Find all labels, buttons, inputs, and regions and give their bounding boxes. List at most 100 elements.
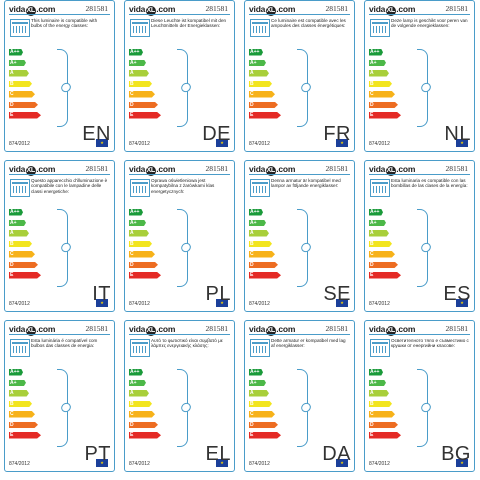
brand-logo: vidaXL.com xyxy=(249,164,296,176)
energy-class-arrow: A xyxy=(369,390,389,397)
eu-flag-icon: ★ xyxy=(96,299,108,307)
brand-logo: vidaXL.com xyxy=(369,4,416,16)
label-card: vidaXL.com 281581 Questo apparecchio d'ill… xyxy=(4,160,115,312)
product-code: 281581 xyxy=(85,164,109,173)
compatibility-text: This luminaire is compatible with bulbs … xyxy=(31,18,98,29)
energy-class-arrow: C xyxy=(129,411,155,418)
compatibility-text: Αυτό το φωτιστικό είναι συμβατό με λάμπε… xyxy=(151,338,223,349)
regulation-number: 874/2012 xyxy=(9,301,30,307)
language-code: EN xyxy=(82,123,111,145)
header-divider xyxy=(9,14,110,15)
energy-class-scale: A++ A+ A B C D E xyxy=(249,49,285,131)
energy-label-bg: vidaXL.com 281581 Осветителното тяло е съв… xyxy=(360,320,480,480)
energy-class-arrow: A xyxy=(249,70,269,77)
energy-label-se: vidaXL.com 281581 Denna armatur är kompati… xyxy=(240,160,360,320)
header-divider xyxy=(369,14,470,15)
energy-class-arrow: D xyxy=(369,421,398,428)
luminaire-icon xyxy=(250,179,270,197)
energy-class-arrow: A xyxy=(249,390,269,397)
energy-label-el: vidaXL.com 281581 Αυτό το φωτιστικό είναι … xyxy=(120,320,240,480)
language-code: DE xyxy=(202,123,231,145)
energy-class-arrow: D xyxy=(369,101,398,108)
energy-class-arrow: A++ xyxy=(9,49,23,56)
eu-flag-icon: ★ xyxy=(336,459,348,467)
energy-class-arrow: D xyxy=(9,101,38,108)
energy-class-arrow: B xyxy=(369,80,392,87)
energy-class-arrow: E xyxy=(249,112,281,119)
luminaire-icon xyxy=(370,179,390,197)
energy-class-arrow: A++ xyxy=(249,209,263,216)
energy-class-arrow: C xyxy=(9,91,35,98)
energy-class-arrow: B xyxy=(129,240,152,247)
energy-class-arrow: D xyxy=(129,421,158,428)
eu-flag-icon: ★ xyxy=(216,299,228,307)
energy-class-arrow: A+ xyxy=(369,59,386,66)
header-divider xyxy=(9,174,110,175)
header-divider xyxy=(369,334,470,335)
eu-flag-icon: ★ xyxy=(456,139,468,147)
energy-class-arrow: E xyxy=(129,112,161,119)
eu-flag-icon: ★ xyxy=(216,139,228,147)
language-code: DA xyxy=(322,443,351,465)
product-code: 281581 xyxy=(445,4,469,13)
brand-logo: vidaXL.com xyxy=(9,164,56,176)
compatibility-text: Dette armatur er kompatibel med lag af e… xyxy=(271,338,346,349)
header-divider xyxy=(129,174,230,175)
product-code: 281581 xyxy=(85,324,109,333)
luminaire-icon xyxy=(370,19,390,37)
brand-logo: vidaXL.com xyxy=(9,324,56,336)
eu-flag-icon: ★ xyxy=(96,139,108,147)
energy-class-arrow: A++ xyxy=(129,369,143,376)
eu-flag-icon: ★ xyxy=(456,299,468,307)
header-divider xyxy=(129,14,230,15)
regulation-number: 874/2012 xyxy=(249,141,270,147)
eu-flag-icon: ★ xyxy=(336,139,348,147)
regulation-number: 874/2012 xyxy=(249,301,270,307)
regulation-number: 874/2012 xyxy=(369,461,390,467)
energy-class-arrow: D xyxy=(369,261,398,268)
compatibility-text: Diese Leuchte ist kompatibel mit den Leu… xyxy=(151,18,227,29)
product-code: 281581 xyxy=(205,164,229,173)
brand-logo: vidaXL.com xyxy=(129,324,176,336)
energy-class-arrow: D xyxy=(249,261,278,268)
energy-class-scale: A++ A+ A B C D E xyxy=(369,209,405,291)
energy-class-arrow: A++ xyxy=(129,49,143,56)
brand-logo: vidaXL.com xyxy=(9,4,56,16)
energy-class-scale: A++ A+ A B C D E xyxy=(9,369,45,451)
language-code: PT xyxy=(84,443,111,465)
energy-class-arrow: A+ xyxy=(129,59,146,66)
header-divider xyxy=(249,174,350,175)
energy-class-scale: A++ A+ A B C D E xyxy=(129,49,165,131)
regulation-number: 874/2012 xyxy=(9,141,30,147)
language-code: SE xyxy=(323,283,351,305)
energy-class-arrow: E xyxy=(129,272,161,279)
luminaire-icon xyxy=(130,179,150,197)
energy-class-arrow: D xyxy=(249,101,278,108)
luminaire-icon xyxy=(10,19,30,37)
energy-label-pt: vidaXL.com 281581 Esta luminária é compatí… xyxy=(0,320,120,480)
regulation-number: 874/2012 xyxy=(249,461,270,467)
label-card: vidaXL.com 281581 Осветителното тяло е съв… xyxy=(364,320,475,472)
energy-class-arrow: A xyxy=(129,70,149,77)
energy-class-scale: A++ A+ A B C D E xyxy=(249,209,285,291)
brand-logo: vidaXL.com xyxy=(129,164,176,176)
energy-class-arrow: B xyxy=(369,400,392,407)
energy-class-arrow: B xyxy=(369,240,392,247)
energy-class-arrow: C xyxy=(369,411,395,418)
regulation-number: 874/2012 xyxy=(129,141,150,147)
label-card: vidaXL.com 281581 Deze lamp is geschikt vo… xyxy=(364,0,475,152)
compatibility-text: Oprawa oświetleniowa jest kompatybilna z… xyxy=(151,178,215,194)
energy-class-arrow: A+ xyxy=(249,219,266,226)
language-code: IT xyxy=(92,283,111,305)
label-card: vidaXL.com 281581 Αυτό το φωτιστικό είναι … xyxy=(124,320,235,472)
compatibility-text: Questo apparecchio d'illuminazione è com… xyxy=(31,178,108,194)
energy-class-arrow: E xyxy=(369,272,401,279)
energy-class-arrow: A+ xyxy=(9,379,26,386)
compatibility-text: Ce luminaire est compatible avec les amp… xyxy=(271,18,346,29)
energy-class-arrow: A xyxy=(249,230,269,237)
product-code: 281581 xyxy=(445,164,469,173)
compatibility-text: Esta luminária é compatível com bulbos d… xyxy=(31,338,98,349)
label-card: vidaXL.com 281581 Oprawa oświetleniowa jes… xyxy=(124,160,235,312)
energy-class-arrow: C xyxy=(369,91,395,98)
energy-class-arrow: D xyxy=(129,261,158,268)
